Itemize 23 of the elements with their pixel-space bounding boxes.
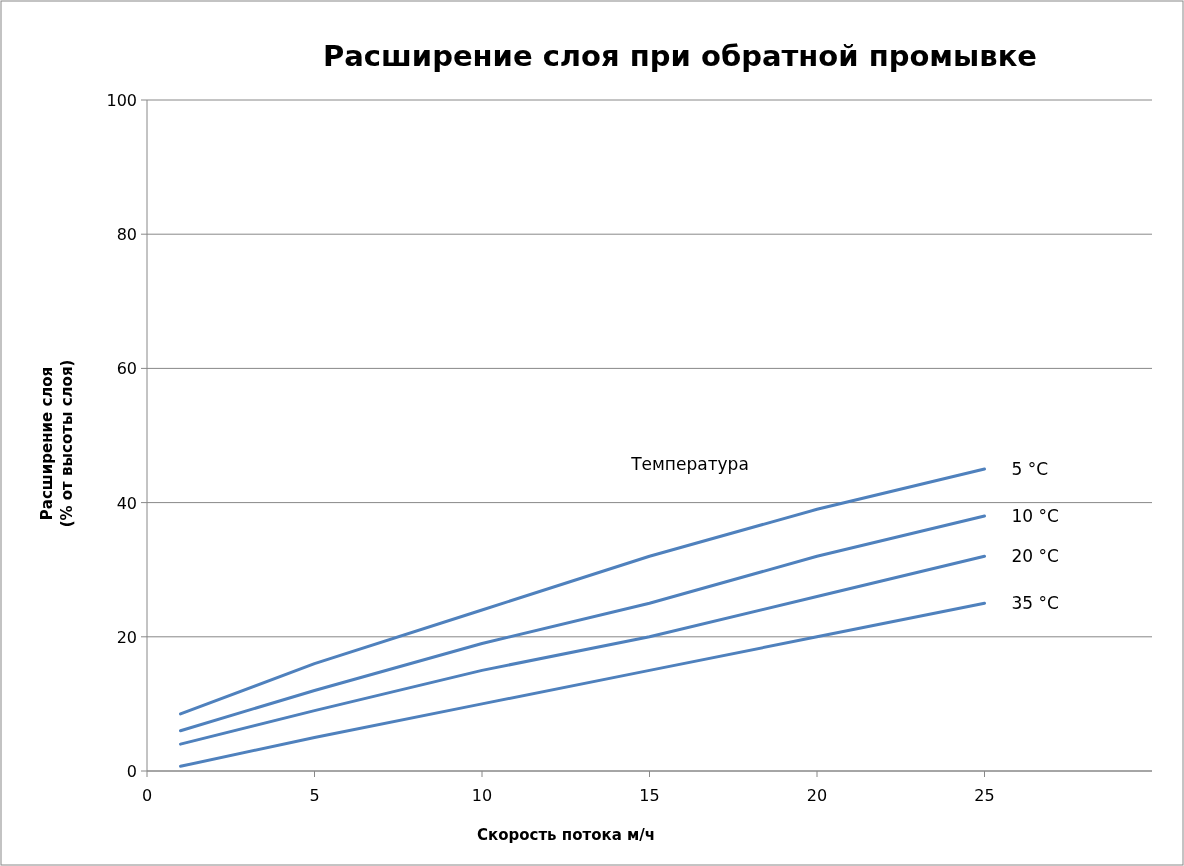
series-label: 5 °C — [1011, 459, 1049, 480]
line-series — [179, 554, 986, 746]
x-tick-label: 25 — [974, 786, 995, 805]
line-series — [179, 601, 986, 768]
x-tick-label: 5 — [309, 786, 320, 805]
y-axis-title: Расширение слоя (% от высоты слоя) — [38, 359, 76, 528]
chart-title: Расширение слоя при обратной промывке — [323, 39, 1037, 73]
y-tick-label: 100 — [106, 91, 137, 110]
x-axis-title: Скорость потока м/ч — [476, 826, 656, 844]
x-tick-label: 15 — [639, 786, 660, 805]
x-tick-label: 10 — [471, 786, 493, 805]
series-label: 35 °C — [1011, 593, 1059, 614]
annotation: Температура — [630, 454, 749, 474]
y-tick-label: 0 — [126, 762, 137, 781]
line-series — [179, 514, 986, 733]
x-tick-label: 20 — [806, 786, 828, 805]
series-label: 10 °C — [1011, 506, 1059, 527]
series-label: 20 °C — [1011, 546, 1059, 567]
y-tick-label: 20 — [116, 627, 137, 647]
y-tick-label: 80 — [116, 225, 137, 245]
y-tick-label: 40 — [116, 493, 137, 513]
x-tick-label: 0 — [141, 786, 153, 805]
y-tick-label: 60 — [116, 359, 137, 379]
